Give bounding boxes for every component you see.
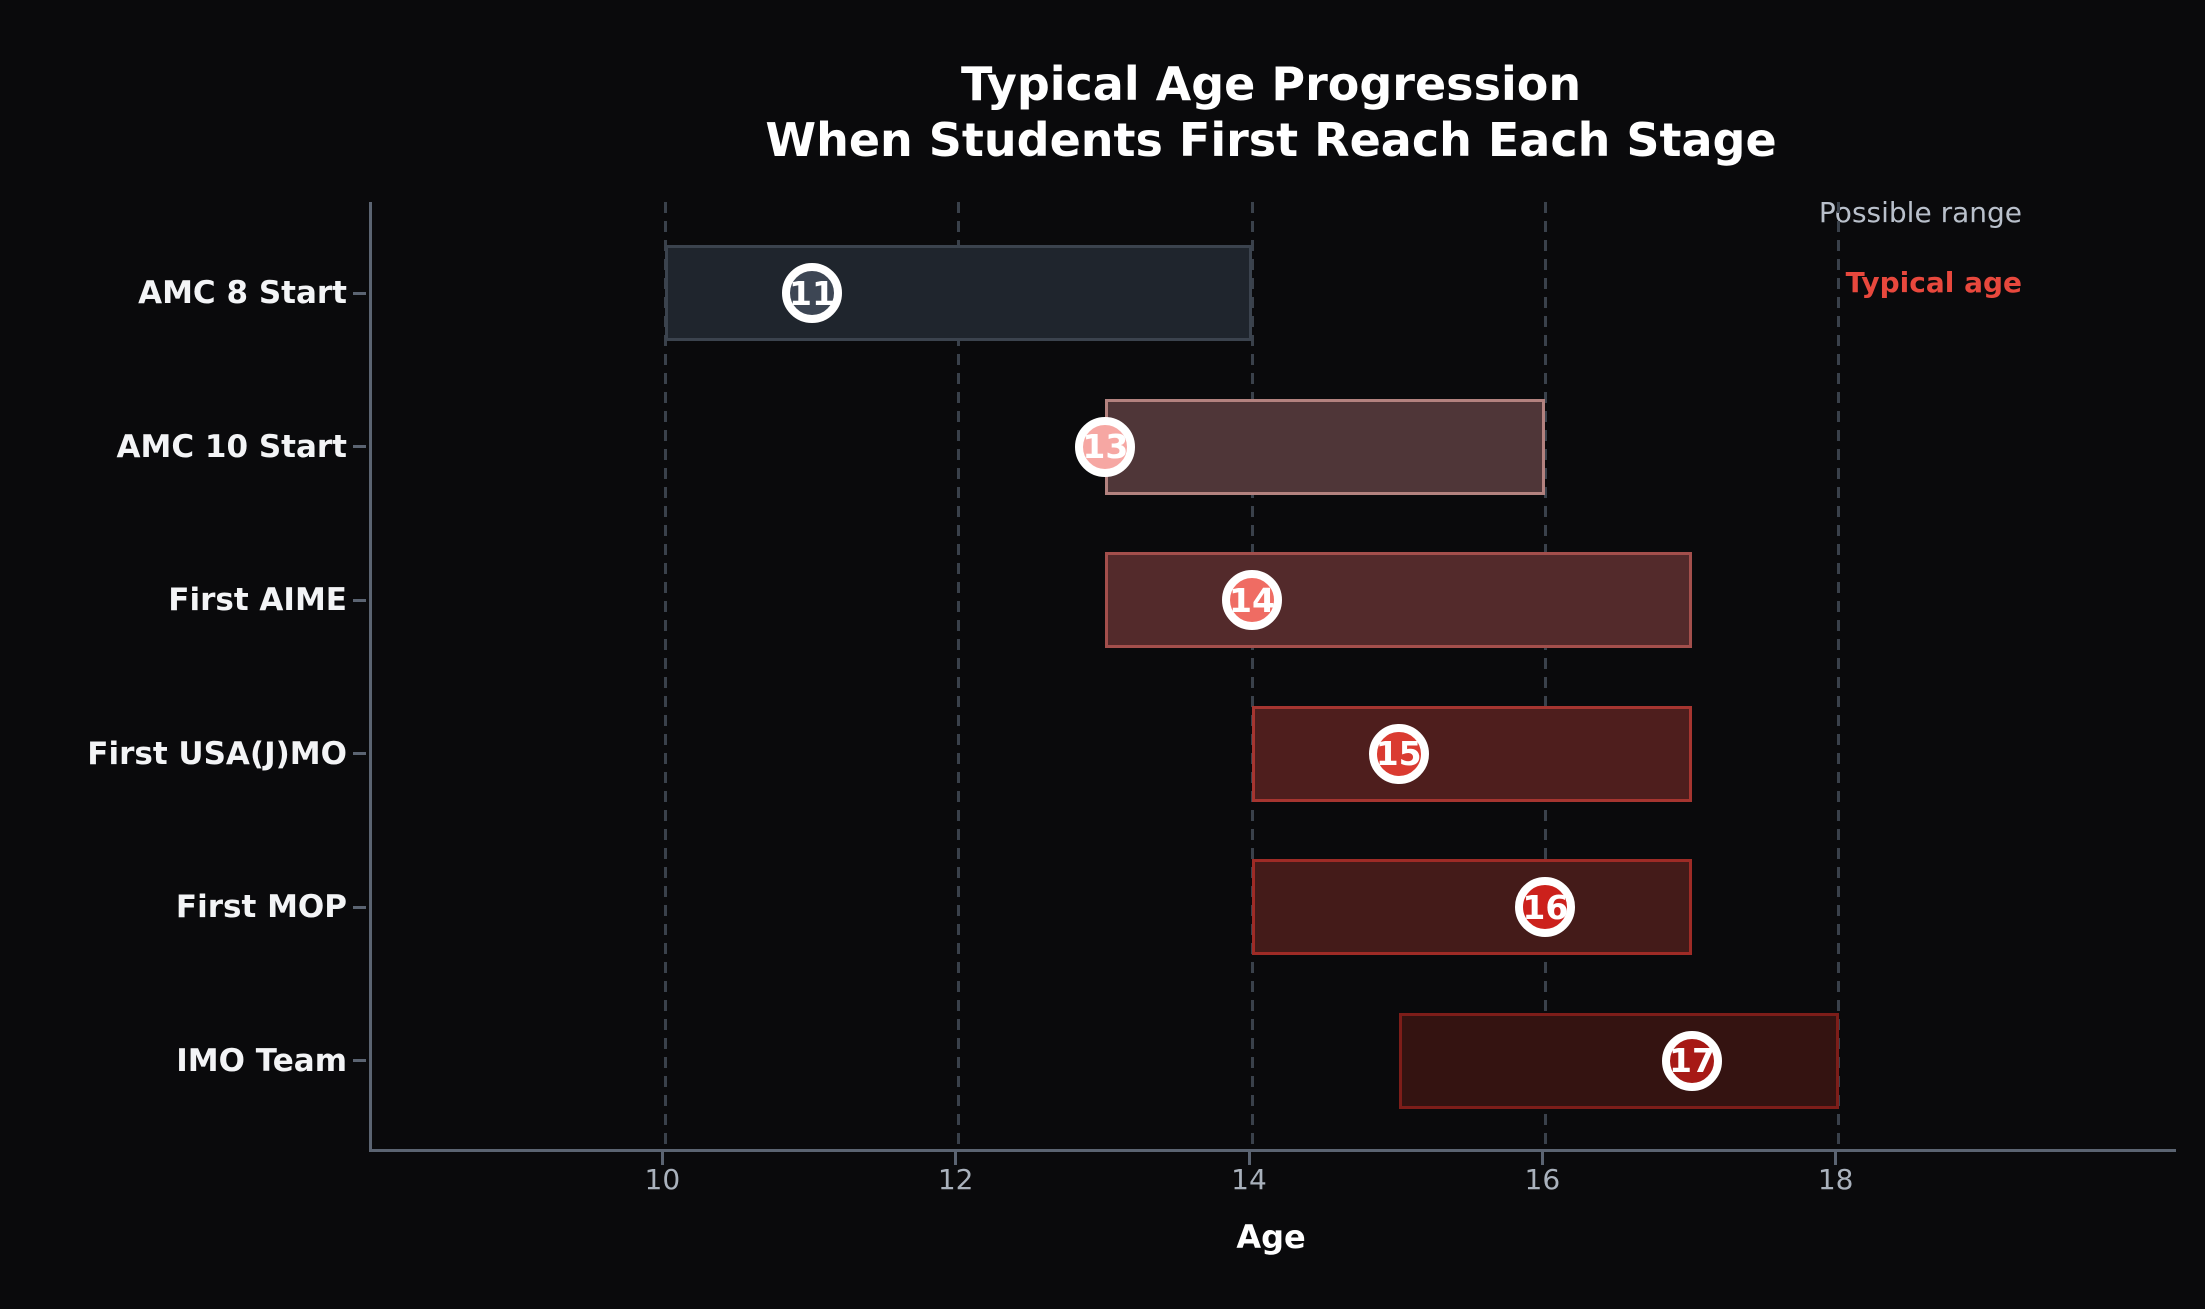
x-tick-mark-16 bbox=[1540, 1152, 1544, 1165]
typical-age-marker-1: 13 bbox=[1075, 416, 1136, 477]
legend-typical-age: Typical age bbox=[1845, 266, 2022, 299]
range-bar-2 bbox=[1105, 552, 1692, 648]
range-bar-5 bbox=[1398, 1012, 1839, 1109]
gridline-age-10 bbox=[663, 202, 667, 1149]
plot-area: 11 13 14 15 16 17 bbox=[369, 202, 2176, 1152]
legend-possible-range: Possible range bbox=[1818, 196, 2022, 229]
x-tick-mark-10 bbox=[660, 1152, 664, 1165]
range-bar-3 bbox=[1252, 705, 1692, 802]
y-tick-mark-2 bbox=[353, 598, 366, 602]
y-tick-mark-0 bbox=[353, 291, 366, 295]
x-tick-mark-18 bbox=[1834, 1152, 1838, 1165]
x-tick-label-18: 18 bbox=[1817, 1163, 1854, 1196]
x-tick-mark-14 bbox=[1247, 1152, 1251, 1165]
chart-title-line2: When Students First Reach Each Stage bbox=[765, 113, 1777, 167]
gridline-age-12 bbox=[957, 202, 961, 1149]
y-label-4: First MOP bbox=[175, 889, 347, 925]
x-tick-label-12: 12 bbox=[937, 1163, 974, 1196]
gridline-age-18 bbox=[1837, 202, 1841, 1149]
gridline-age-14 bbox=[1250, 202, 1254, 1149]
chart-title-line1: Typical Age Progression bbox=[960, 57, 1582, 111]
y-tick-mark-4 bbox=[353, 905, 366, 909]
y-label-5: IMO Team bbox=[176, 1042, 347, 1079]
gridline-age-16 bbox=[1543, 202, 1547, 1149]
y-tick-mark-5 bbox=[353, 1059, 366, 1062]
typical-age-marker-5: 17 bbox=[1662, 1030, 1722, 1091]
x-tick-label-10: 10 bbox=[644, 1163, 681, 1196]
y-label-0: AMC 8 Start bbox=[138, 275, 347, 311]
x-tick-label-16: 16 bbox=[1524, 1163, 1561, 1196]
y-tick-mark-1 bbox=[353, 445, 366, 448]
y-label-2: First AIME bbox=[168, 582, 347, 618]
range-bar-1 bbox=[1105, 398, 1546, 495]
x-tick-label-14: 14 bbox=[1231, 1163, 1267, 1196]
x-tick-mark-12 bbox=[954, 1152, 958, 1165]
range-bar-0 bbox=[665, 245, 1252, 341]
y-label-3: First USA(J)MO bbox=[87, 735, 347, 772]
y-label-1: AMC 10 Start bbox=[116, 428, 348, 465]
y-tick-mark-3 bbox=[353, 752, 366, 755]
range-bar-4 bbox=[1252, 859, 1692, 955]
typical-age-marker-0: 11 bbox=[782, 263, 842, 323]
chart-title: Typical Age Progression When Students Fi… bbox=[369, 56, 2173, 168]
typical-age-marker-2: 14 bbox=[1222, 570, 1282, 630]
typical-age-marker-3: 15 bbox=[1368, 723, 1429, 784]
x-axis-label: Age bbox=[1236, 1218, 1306, 1256]
typical-age-marker-4: 16 bbox=[1515, 877, 1576, 937]
